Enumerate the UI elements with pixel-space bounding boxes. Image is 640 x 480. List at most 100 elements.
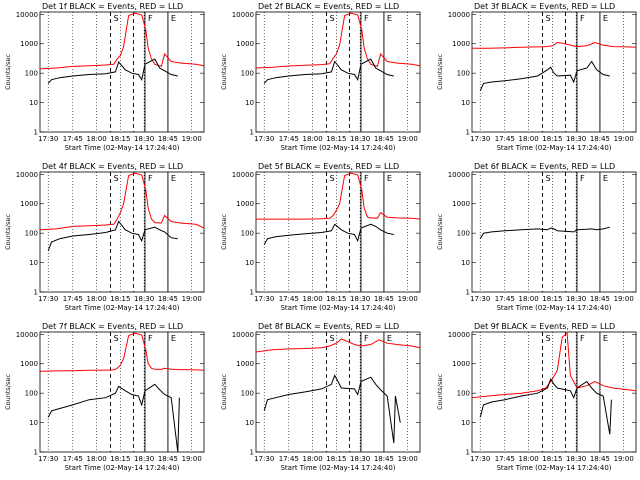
marker-label: S: [546, 174, 551, 183]
marker-label: E: [603, 174, 608, 183]
marker-label: S: [114, 174, 119, 183]
x-tick-label: 18:15: [110, 455, 130, 463]
x-tick-label: 17:30: [254, 455, 274, 463]
y-tick-label: 1000: [236, 360, 254, 368]
lld-series-line: [472, 332, 636, 399]
x-tick-label: 19:00: [182, 295, 202, 303]
x-tick-label: 18:30: [350, 455, 370, 463]
x-tick-label: 18:15: [542, 135, 562, 143]
panel-title: Det 5f BLACK = Events, RED = LLD: [258, 162, 399, 171]
x-tick-label: 18:00: [86, 455, 106, 463]
y-tick-label: 1: [250, 289, 254, 297]
marker-label: S: [330, 334, 335, 343]
x-tick-label: 17:30: [470, 295, 490, 303]
x-tick-label: 18:00: [302, 135, 322, 143]
x-tick-label: 18:00: [86, 135, 106, 143]
x-tick-label: 17:45: [63, 135, 83, 143]
y-tick-label: 10000: [16, 331, 38, 339]
y-axis-label: Counts/sec: [4, 374, 12, 410]
y-tick-label: 1000: [20, 40, 38, 48]
y-tick-label: 10: [245, 99, 254, 107]
panel-2: Det 2f BLACK = Events, RED = LLD 17:30 17:…: [220, 2, 421, 152]
marker-label: F: [148, 14, 153, 23]
panel-5: Det 5f BLACK = Events, RED = LLD 17:30 17:…: [220, 162, 421, 312]
x-tick-label: 18:00: [518, 455, 538, 463]
y-tick-label: 1000: [452, 40, 470, 48]
panel-title: Det 3f BLACK = Events, RED = LLD: [474, 2, 615, 11]
x-tick-label: 19:00: [398, 135, 418, 143]
y-tick-label: 10: [461, 99, 470, 107]
x-tick-label: 18:45: [374, 295, 394, 303]
events-series-line: [263, 58, 394, 84]
lld-series-line: [40, 332, 204, 372]
events-series-line: [479, 377, 612, 435]
marker-label: S: [114, 334, 119, 343]
panel-9: Det 9f BLACK = Events, RED = LLD 17:30 17:…: [436, 322, 637, 472]
marker-label: S: [114, 14, 119, 23]
panel-7: Det 7f BLACK = Events, RED = LLD 17:30 17:…: [4, 322, 205, 472]
panel-title: Det 4f BLACK = Events, RED = LLD: [42, 162, 183, 171]
x-tick-label: 19:00: [614, 455, 634, 463]
panel-1: Det 1f BLACK = Events, RED = LLD 17:30 17:…: [4, 2, 205, 152]
y-tick-label: 1: [250, 129, 254, 137]
y-tick-label: 1000: [452, 360, 470, 368]
marker-label: E: [387, 174, 392, 183]
y-tick-label: 10: [29, 259, 38, 267]
panel-title: Det 6f BLACK = Events, RED = LLD: [474, 162, 615, 171]
y-tick-label: 1000: [20, 200, 38, 208]
x-tick-label: 18:30: [134, 135, 154, 143]
x-tick-label: 17:45: [495, 135, 515, 143]
x-tick-label: 18:00: [518, 295, 538, 303]
x-tick-label: 18:15: [110, 135, 130, 143]
y-tick-label: 100: [25, 390, 38, 398]
panel-8: Det 8f BLACK = Events, RED = LLD 17:30 17:…: [220, 322, 421, 472]
y-tick-label: 100: [25, 70, 38, 78]
x-tick-label: 18:45: [158, 295, 178, 303]
panel-title: Det 2f BLACK = Events, RED = LLD: [258, 2, 399, 11]
panel-6: Det 6f BLACK = Events, RED = LLD 17:30 17:…: [436, 162, 637, 312]
x-axis-label: Start Time (02-May-14 17:24:40): [280, 144, 395, 152]
x-tick-label: 18:30: [566, 455, 586, 463]
x-tick-label: 18:30: [350, 135, 370, 143]
x-tick-label: 17:45: [495, 455, 515, 463]
y-tick-label: 10000: [232, 331, 254, 339]
y-tick-label: 10000: [16, 11, 38, 19]
y-tick-label: 10000: [448, 171, 470, 179]
x-tick-label: 18:15: [542, 295, 562, 303]
lld-series-line: [40, 172, 204, 231]
x-tick-label: 19:00: [398, 455, 418, 463]
y-tick-label: 10: [245, 259, 254, 267]
y-axis-label: Counts/sec: [436, 54, 444, 90]
marker-label: S: [330, 174, 335, 183]
x-tick-label: 18:15: [326, 295, 346, 303]
marker-label: S: [330, 14, 335, 23]
y-tick-label: 1: [466, 449, 470, 457]
y-tick-label: 100: [241, 230, 254, 238]
x-tick-label: 18:45: [374, 455, 394, 463]
plot-frame: [471, 331, 637, 453]
x-axis-label: Start Time (02-May-14 17:24:40): [64, 144, 179, 152]
x-tick-label: 17:45: [495, 295, 515, 303]
panel-4: Det 4f BLACK = Events, RED = LLD 17:30 17:…: [4, 162, 205, 312]
lld-series-line: [256, 12, 420, 69]
x-axis-label: Start Time (02-May-14 17:24:40): [64, 304, 179, 312]
lld-series-line: [256, 172, 420, 220]
x-tick-label: 18:30: [134, 455, 154, 463]
x-tick-label: 18:00: [302, 295, 322, 303]
plot-frame: [471, 171, 637, 293]
x-tick-label: 17:45: [279, 455, 299, 463]
x-tick-label: 18:15: [326, 135, 346, 143]
y-tick-label: 1000: [236, 40, 254, 48]
plot-frame: [255, 171, 421, 293]
y-tick-label: 1: [34, 129, 38, 137]
y-tick-label: 1000: [236, 200, 254, 208]
y-axis-label: Counts/sec: [436, 214, 444, 250]
y-tick-label: 10000: [232, 11, 254, 19]
y-tick-label: 10: [245, 419, 254, 427]
y-axis-label: Counts/sec: [436, 374, 444, 410]
x-tick-label: 18:15: [542, 455, 562, 463]
x-tick-label: 18:30: [566, 295, 586, 303]
y-tick-label: 10: [29, 419, 38, 427]
x-tick-label: 17:30: [38, 135, 58, 143]
